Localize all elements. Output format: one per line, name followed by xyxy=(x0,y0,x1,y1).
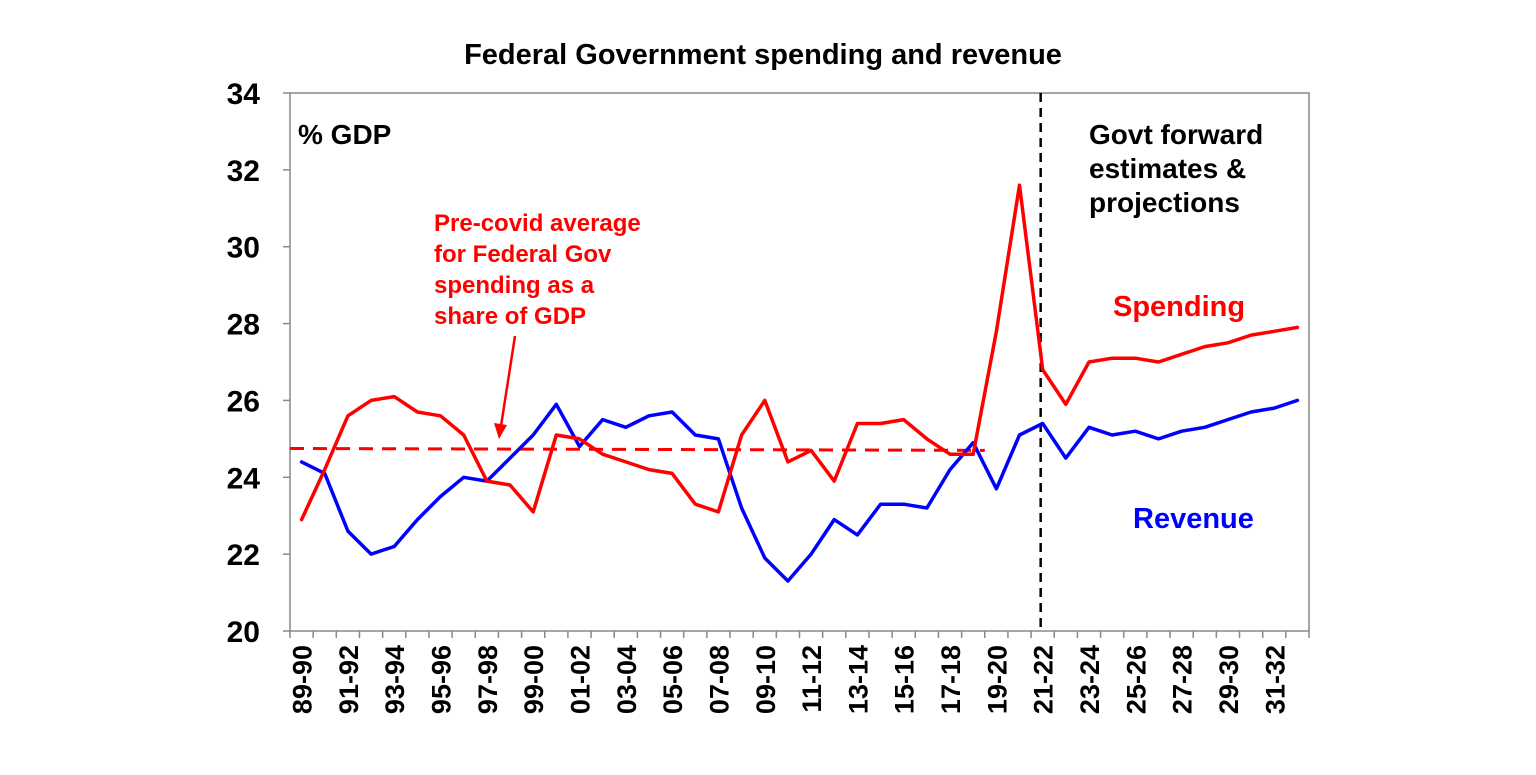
x-tick-label: 97-98 xyxy=(473,645,503,714)
y-axis: 20 22 24 26 28 30 32 34 xyxy=(227,78,290,649)
pre-covid-average-line xyxy=(289,446,985,452)
forecast-label-line: estimates & xyxy=(1089,153,1246,184)
revenue-series-line xyxy=(299,398,1300,583)
x-tick-label: 23-24 xyxy=(1075,645,1105,714)
x-tick-label: 99-00 xyxy=(519,645,549,714)
x-tick-label: 89-90 xyxy=(288,645,318,714)
revenue-series-label: Revenue xyxy=(1133,503,1254,535)
x-tick-label: 19-20 xyxy=(982,645,1012,714)
y-tick-label: 22 xyxy=(227,539,260,572)
x-tick-label: 09-10 xyxy=(751,645,781,714)
x-tick-label: 13-14 xyxy=(843,645,873,714)
y-tick-label: 32 xyxy=(227,155,260,188)
x-tick-label: 03-04 xyxy=(612,645,642,714)
x-tick-label: 29-30 xyxy=(1214,645,1244,714)
spending-series-line xyxy=(299,183,1300,522)
y-tick-label: 26 xyxy=(227,385,260,418)
x-tick-label: 21-22 xyxy=(1029,645,1059,714)
pre-covid-annotation-line: spending as a xyxy=(434,272,595,299)
x-tick-label: 25-26 xyxy=(1121,645,1151,714)
x-tick-label: 01-02 xyxy=(565,645,595,714)
chart-title: Federal Government spending and revenue xyxy=(464,39,1062,71)
y-axis-unit-label: % GDP xyxy=(298,119,391,150)
x-tick-label: 93-94 xyxy=(380,645,410,714)
x-tick-label: 27-28 xyxy=(1168,645,1198,714)
plot-area xyxy=(289,92,1310,632)
y-tick-label: 24 xyxy=(227,462,261,495)
x-tick-label: 07-08 xyxy=(704,645,734,714)
y-tick-label: 30 xyxy=(227,232,260,265)
y-tick-label: 34 xyxy=(227,78,261,111)
spending-series-label: Spending xyxy=(1113,291,1245,323)
forecast-label-line: Govt forward xyxy=(1089,119,1263,150)
series-lines xyxy=(299,183,1300,583)
forecast-label-line: projections xyxy=(1089,187,1240,218)
pre-covid-annotation-line: for Federal Gov xyxy=(434,241,612,268)
x-tick-label: 15-16 xyxy=(890,645,920,714)
x-axis: 89-90 91-92 93-94 95-96 97-98 99-00 01-02 03-04… xyxy=(288,631,1310,714)
annotation-arrow-head xyxy=(494,423,507,439)
annotation-arrow-shaft xyxy=(499,335,517,427)
x-tick-label: 17-18 xyxy=(936,645,966,714)
y-tick-label: 20 xyxy=(227,616,260,649)
x-tick-label: 05-06 xyxy=(658,645,688,714)
pre-covid-annotation-line: Pre-covid average xyxy=(434,210,641,237)
x-tick-label: 91-92 xyxy=(334,645,364,714)
x-tick-label: 31-32 xyxy=(1260,645,1290,714)
x-tick-label: 11-12 xyxy=(797,645,827,713)
pre-covid-annotation-line: share of GDP xyxy=(434,303,586,330)
pre-covid-average-reference: Pre-covid average for Federal Gov spending… xyxy=(289,210,985,452)
x-tick-label: 95-96 xyxy=(427,645,457,714)
y-tick-label: 28 xyxy=(227,309,260,342)
